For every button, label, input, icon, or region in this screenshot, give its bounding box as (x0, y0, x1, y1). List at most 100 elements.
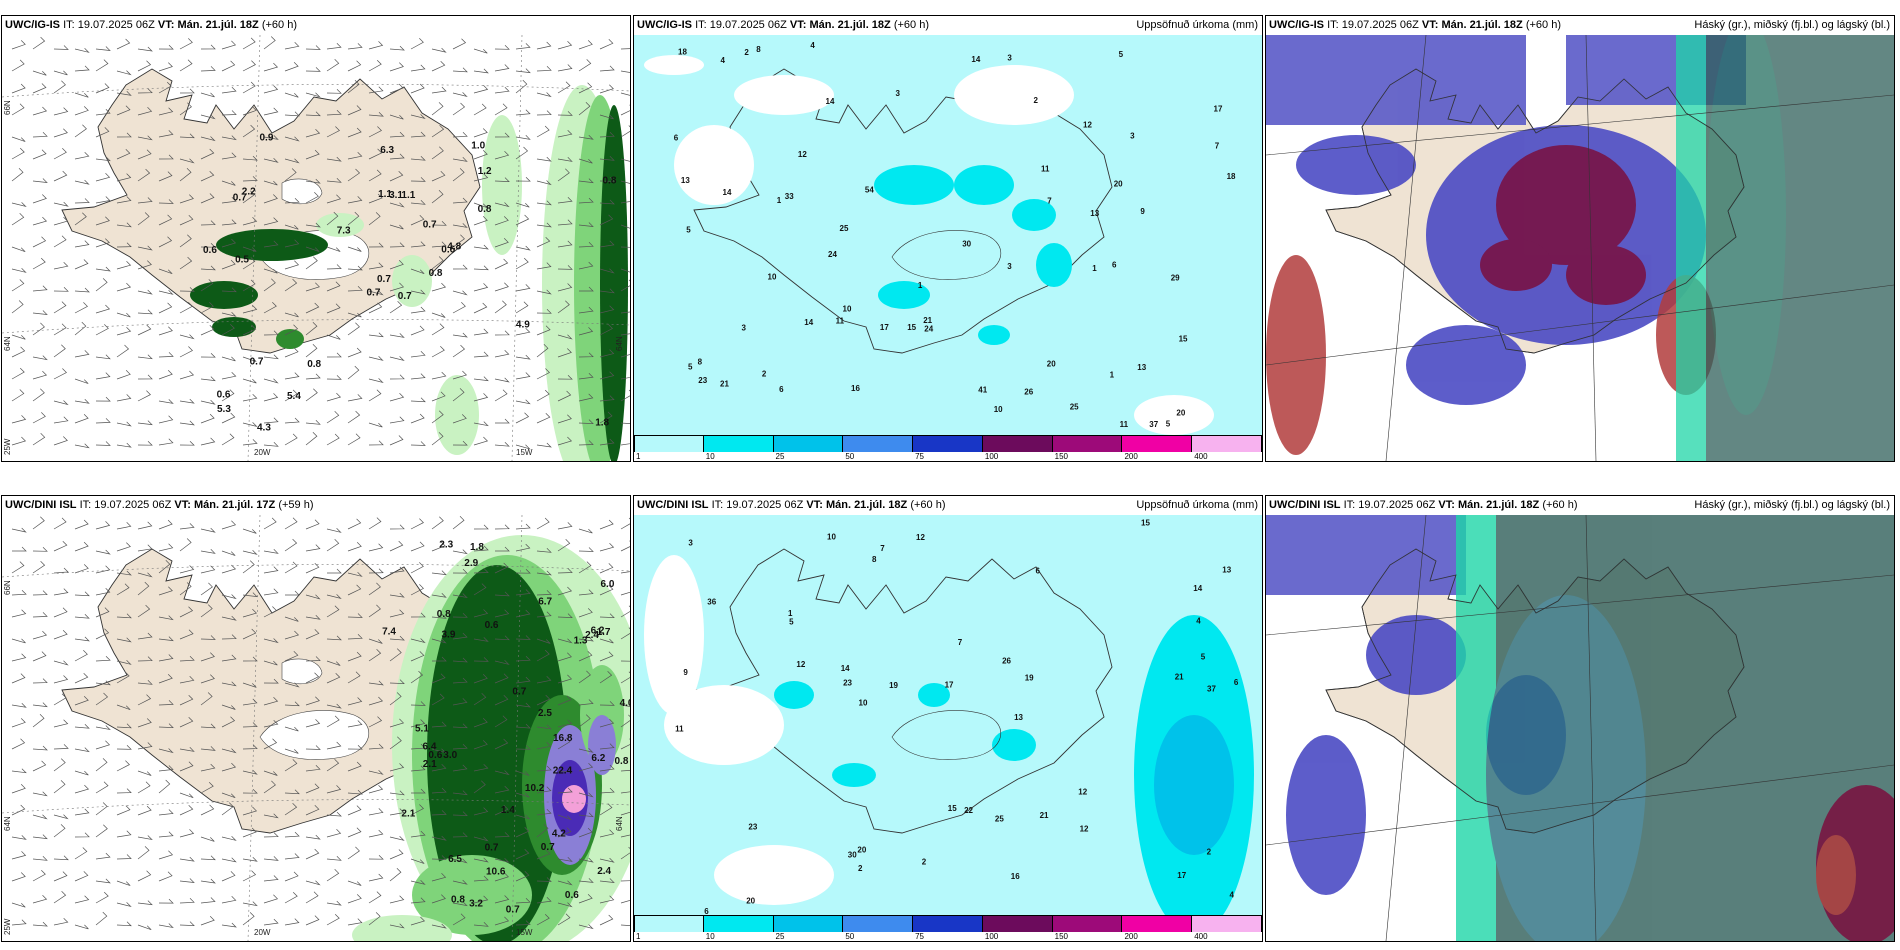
wind-barb (179, 398, 195, 404)
precip-value-label: 11 (675, 724, 684, 733)
wind-barb (578, 762, 594, 772)
wind-barb (368, 302, 383, 314)
wind-barb (116, 38, 131, 50)
wind-barb (431, 787, 447, 794)
wind-barb (557, 334, 573, 340)
wind-barb (494, 770, 510, 776)
wind-barb (263, 268, 278, 274)
wind-barb (200, 915, 215, 926)
wind-barb (389, 170, 404, 182)
wind-barb (74, 747, 90, 753)
colorbar-tick-label: 50 (845, 932, 855, 941)
wind-barb (452, 388, 465, 402)
wind-barb (137, 632, 153, 640)
wind-barb (158, 399, 174, 404)
precip-value-label: 1.1 (401, 190, 415, 201)
precip-value-label: 24 (924, 324, 933, 333)
lat-lon-grid (1266, 35, 1894, 461)
wind-barb (389, 83, 404, 94)
accum-areas (644, 555, 1254, 941)
precip-area (714, 845, 834, 905)
wind-barb (389, 524, 405, 530)
wind-barbs (11, 36, 630, 450)
wind-barb (95, 607, 110, 618)
wind-barb (557, 414, 572, 424)
wind-barb (536, 676, 552, 684)
wind-barb (410, 351, 426, 358)
wind-barb (473, 717, 488, 728)
wind-barb (305, 222, 321, 228)
wind-barb (74, 519, 89, 530)
wind-barb (599, 563, 614, 574)
wind-barb (221, 550, 236, 556)
wind-barb (578, 306, 594, 314)
wind-barb (305, 915, 320, 926)
wind-barb (32, 516, 45, 530)
wind-barb (389, 648, 402, 662)
accum-areas (644, 55, 1214, 435)
precip-value-label: 4.8 (447, 242, 461, 253)
wind-barb (536, 824, 549, 838)
wind-barb (11, 784, 26, 794)
cloud-area (1366, 615, 1466, 695)
wind-barb (305, 302, 320, 314)
precip-value-label: 8 (756, 45, 761, 54)
wind-barb (452, 632, 468, 640)
wind-barb (305, 719, 321, 728)
wind-barb (221, 371, 237, 380)
vt-value: Mán. 21.júl. 18Z (177, 19, 259, 31)
wind-barb (221, 356, 236, 362)
wind-barb (410, 306, 426, 314)
wind-barb (11, 673, 26, 684)
wind-barb (494, 86, 510, 94)
wind-barb (599, 39, 614, 50)
wind-barb (137, 420, 153, 426)
wind-barb (557, 913, 571, 926)
wind-barb (158, 779, 171, 794)
precip-area (1012, 199, 1056, 231)
wind-barb (620, 900, 630, 904)
wind-barb (200, 897, 216, 904)
wind-barb (473, 763, 489, 772)
wind-barb (200, 549, 216, 554)
precip-value-label: 2 (922, 857, 927, 866)
wind-barb (221, 520, 237, 530)
wind-barb (347, 894, 362, 904)
wind-barb (179, 582, 192, 596)
wind-barb (410, 64, 426, 72)
wind-barb (536, 92, 552, 98)
precip-area (352, 915, 452, 941)
wind-barb (431, 873, 447, 882)
wind-barb (158, 107, 174, 116)
wind-barb (578, 178, 594, 184)
wind-barb (410, 441, 426, 446)
wind-barb (53, 128, 68, 138)
wind-barb (578, 827, 593, 838)
wind-barb (494, 177, 510, 182)
wind-barb (263, 918, 279, 926)
precip-value-label: 1.3 (574, 635, 588, 646)
wind-barb (242, 279, 256, 292)
field-title: Uppsöfnuð úrkoma (mm) (1136, 499, 1258, 511)
wind-barb (305, 45, 321, 50)
wind-barb (137, 781, 151, 794)
wind-barb (557, 390, 572, 402)
precip-value-label: 9 (1140, 207, 1145, 216)
wind-barb (452, 743, 468, 750)
wind-barb (473, 103, 487, 116)
precip-area (878, 281, 930, 309)
precip-value-label: 11 (1120, 420, 1129, 429)
wind-barb (179, 716, 194, 728)
wind-barb (326, 109, 342, 116)
wind-barb (158, 673, 173, 684)
precip-value-label: 0.5 (235, 255, 249, 266)
wind-barb (452, 698, 468, 706)
wind-barb (95, 521, 111, 530)
precip-value-label: 2.1 (401, 809, 415, 820)
lat-lon-grid (1266, 515, 1894, 941)
precip-area (874, 165, 954, 205)
wind-barb (284, 517, 298, 530)
wind-barb (515, 327, 531, 336)
wind-barb (137, 694, 152, 706)
wind-barb (53, 301, 67, 314)
